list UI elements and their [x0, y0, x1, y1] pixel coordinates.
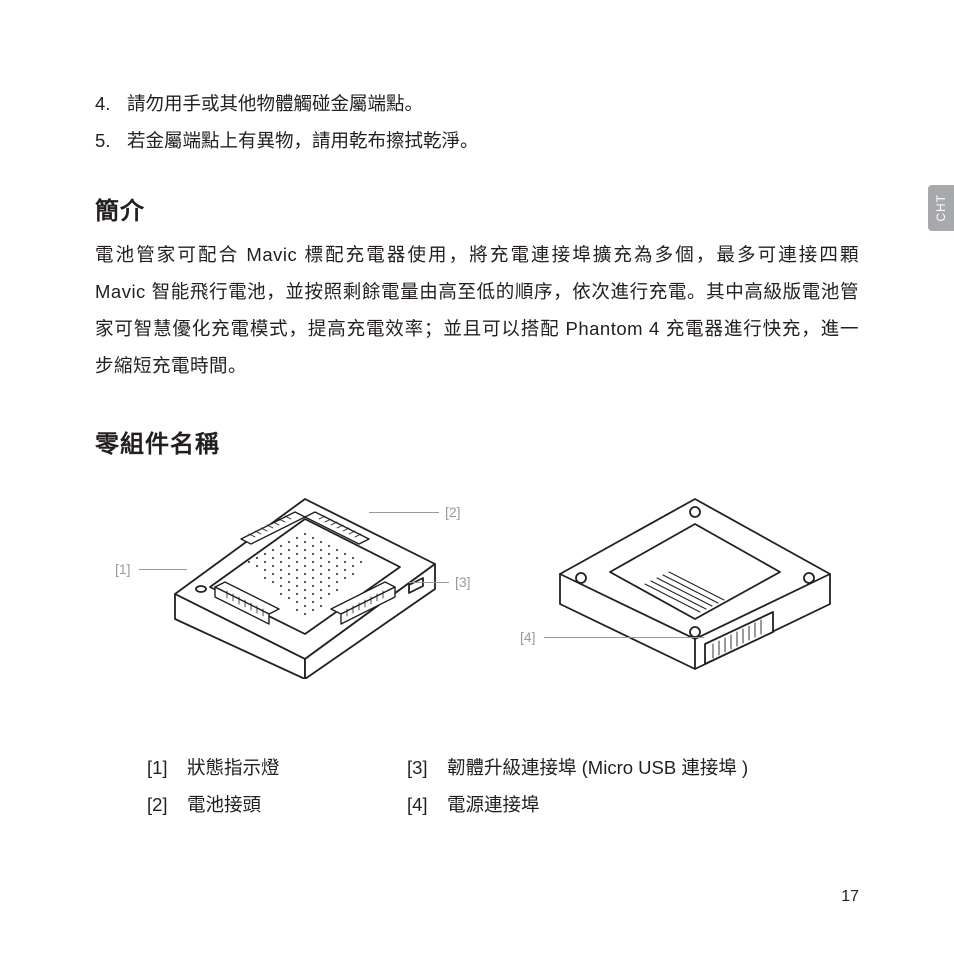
hub-top-view-icon	[155, 479, 455, 679]
legend-item: [1] 狀態指示燈	[147, 749, 407, 786]
caution-item: 4. 請勿用手或其他物體觸碰金屬端點。	[95, 85, 859, 122]
language-tab: CHT	[928, 185, 954, 231]
section-heading-parts: 零組件名稱	[95, 424, 859, 459]
caution-num: 5.	[95, 122, 127, 159]
caution-text: 若金屬端點上有異物，請用乾布擦拭乾淨。	[127, 122, 479, 159]
callout-1: [1]	[115, 561, 131, 577]
callout-2-label: [2]	[445, 504, 461, 520]
legend-num: [4]	[407, 786, 447, 823]
legend-col-left: [1] 狀態指示燈 [2] 電池接頭	[147, 749, 407, 823]
legend-text: 韌體升級連接埠 (Micro USB 連接埠 )	[447, 749, 748, 786]
legend-text: 電源連接埠	[447, 786, 540, 823]
section-heading-intro: 簡介	[95, 191, 859, 226]
legend-num: [2]	[147, 786, 187, 823]
intro-paragraph: 電池管家可配合 Mavic 標配充電器使用，將充電連接埠擴充為多個，最多可連接四…	[95, 236, 859, 384]
callout-4-label: [4]	[520, 629, 536, 645]
caution-list: 4. 請勿用手或其他物體觸碰金屬端點。 5. 若金屬端點上有異物，請用乾布擦拭乾…	[95, 85, 859, 159]
callout-2: [2]	[445, 504, 461, 520]
page-number: 17	[841, 888, 859, 906]
legend-text: 狀態指示燈	[187, 749, 280, 786]
legend-item: [3] 韌體升級連接埠 (Micro USB 連接埠 )	[407, 749, 748, 786]
caution-num: 4.	[95, 85, 127, 122]
legend-num: [3]	[407, 749, 447, 786]
callout-1-label: [1]	[115, 561, 131, 577]
callout-3-label: [3]	[455, 574, 471, 590]
parts-legend: [1] 狀態指示燈 [2] 電池接頭 [3] 韌體升級連接埠 (Micro US…	[95, 749, 859, 823]
callout-4: [4]	[520, 629, 536, 645]
caution-text: 請勿用手或其他物體觸碰金屬端點。	[127, 85, 423, 122]
language-tab-label: CHT	[934, 194, 948, 222]
legend-col-right: [3] 韌體升級連接埠 (Micro USB 連接埠 ) [4] 電源連接埠	[407, 749, 748, 823]
hub-side-view-icon	[545, 484, 845, 674]
legend-num: [1]	[147, 749, 187, 786]
caution-item: 5. 若金屬端點上有異物，請用乾布擦拭乾淨。	[95, 122, 859, 159]
legend-text: 電池接頭	[187, 786, 261, 823]
legend-item: [2] 電池接頭	[147, 786, 407, 823]
legend-item: [4] 電源連接埠	[407, 786, 748, 823]
diagram-area: [1] [2] [3] [4]	[95, 469, 859, 709]
callout-3: [3]	[455, 574, 471, 590]
manual-page: CHT 4. 請勿用手或其他物體觸碰金屬端點。 5. 若金屬端點上有異物，請用乾…	[0, 0, 954, 954]
